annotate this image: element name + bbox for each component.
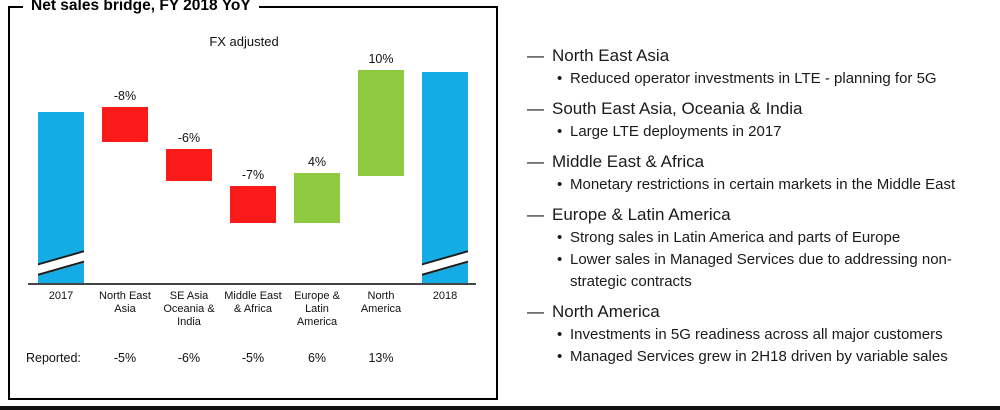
bar-category-label: Europe & Latin America	[294, 290, 340, 328]
reported-value: 13%	[368, 351, 394, 365]
note-bullet: • Large LTE deployments in 2017	[527, 121, 982, 143]
note-heading-text: North America	[552, 302, 660, 321]
note-heading-text: Middle East & Africa	[552, 152, 705, 171]
note-heading-text: South East Asia, Oceania & India	[552, 99, 803, 118]
bullet-marker: •	[557, 176, 563, 193]
note-bullet: • Investments in 5G readiness across all…	[527, 324, 982, 346]
note-item-south-east-asia: — South East Asia, Oceania & India • Lar…	[527, 97, 982, 143]
net-sales-bridge-chart: Net sales bridge, FY 2018 YoY FX adjuste…	[8, 0, 498, 400]
bar-category-label: 2017	[48, 290, 74, 302]
note-heading: — Middle East & Africa	[527, 150, 982, 174]
note-heading: — Europe & Latin America	[527, 203, 982, 227]
note-heading-text: North East Asia	[552, 46, 670, 65]
x-axis-line	[28, 283, 476, 285]
bar-category-label: North America	[360, 290, 402, 315]
axis-break-icon	[38, 248, 84, 278]
note-item-europe-latin-america: — Europe & Latin America • Strong sales …	[527, 203, 982, 293]
dash-marker: —	[527, 152, 544, 171]
bullet-marker: •	[557, 348, 563, 365]
note-bullet: • Reduced operator investments in LTE - …	[527, 68, 982, 90]
note-bullet-text: Lower sales in Managed Services due to a…	[570, 251, 952, 290]
note-bullet-text: Monetary restrictions in certain markets…	[570, 176, 956, 193]
regional-notes: — North East Asia • Reduced operator inv…	[527, 42, 982, 368]
note-bullet: • Lower sales in Managed Services due to…	[527, 249, 982, 293]
chart-subtitle: FX adjusted	[209, 34, 279, 49]
waterfall-bar-6	[422, 72, 468, 283]
waterfall-plot: 2017 -8% North East Asia -5% -6% SE Asia Ocea…	[10, 8, 496, 398]
bullet-marker: •	[557, 70, 563, 87]
note-heading-text: Europe & Latin America	[552, 205, 731, 224]
reported-value: 6%	[307, 351, 327, 365]
dash-marker: —	[527, 205, 544, 224]
bullet-marker: •	[557, 123, 563, 140]
bar-value-label: -6%	[177, 131, 201, 145]
axis-break-icon	[422, 248, 468, 278]
reported-value: -6%	[177, 351, 201, 365]
waterfall-bar-3	[230, 186, 276, 223]
bar-category-label: Middle East & Africa	[224, 290, 282, 315]
dash-marker: —	[527, 46, 544, 65]
waterfall-bar-5	[358, 70, 404, 176]
note-heading: — South East Asia, Oceania & India	[527, 97, 982, 121]
reported-value: -5%	[113, 351, 137, 365]
chart-title: Net sales bridge, FY 2018 YoY	[23, 0, 259, 15]
bar-category-label: North East Asia	[99, 290, 151, 315]
note-item-north-america: — North America • Investments in 5G read…	[527, 300, 982, 368]
note-heading: — North East Asia	[527, 44, 982, 68]
note-bullet: • Monetary restrictions in certain marke…	[527, 174, 982, 196]
bar-category-label: SE Asia Oceania & India	[163, 290, 215, 328]
slide-bottom-border	[0, 406, 1000, 410]
note-bullet: • Managed Services grew in 2H18 driven b…	[527, 346, 982, 368]
waterfall-bar-1	[102, 107, 148, 142]
note-heading: — North America	[527, 300, 982, 324]
waterfall-bar-2	[166, 149, 212, 181]
note-bullet-text: Investments in 5G readiness across all m…	[570, 326, 943, 343]
bar-value-label: -7%	[241, 168, 265, 182]
bar-value-label: 10%	[368, 52, 394, 66]
note-bullet: • Strong sales in Latin America and part…	[527, 227, 982, 249]
note-bullet-text: Strong sales in Latin America and parts …	[570, 229, 901, 246]
bullet-marker: •	[557, 326, 563, 343]
reported-label: Reported:	[26, 351, 81, 365]
bar-category-label: 2018	[432, 290, 458, 302]
waterfall-bar-0	[38, 112, 84, 283]
reported-value: -5%	[241, 351, 265, 365]
note-bullet-text: Large LTE deployments in 2017	[570, 123, 782, 140]
dash-marker: —	[527, 302, 544, 321]
note-item-north-east-asia: — North East Asia • Reduced operator inv…	[527, 44, 982, 90]
bar-value-label: 4%	[307, 155, 327, 169]
bullet-marker: •	[557, 229, 563, 246]
note-bullet-text: Reduced operator investments in LTE - pl…	[570, 70, 937, 87]
note-bullet-text: Managed Services grew in 2H18 driven by …	[570, 348, 948, 365]
dash-marker: —	[527, 99, 544, 118]
bullet-marker: •	[557, 251, 563, 268]
bar-value-label: -8%	[113, 89, 137, 103]
note-item-middle-east-africa: — Middle East & Africa • Monetary restri…	[527, 150, 982, 196]
waterfall-bar-4	[294, 173, 340, 223]
